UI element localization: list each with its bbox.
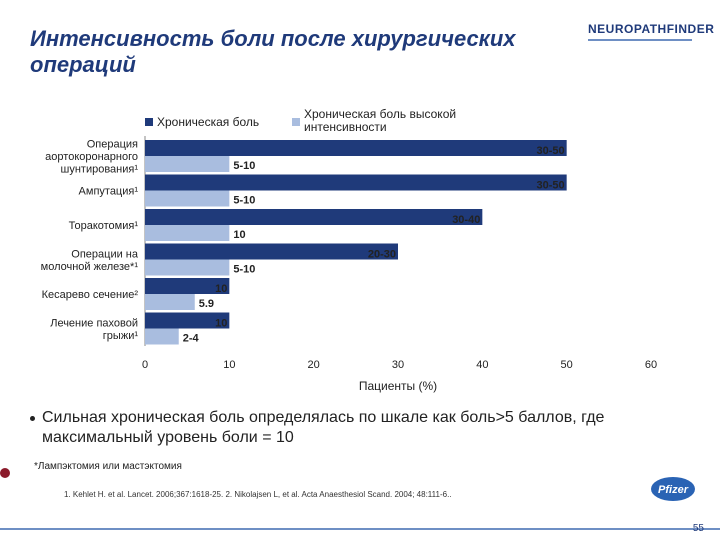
bar-chronic — [145, 174, 567, 191]
category-label: Операции на молочной железе*¹ — [41, 248, 139, 273]
category-label-line: Операции на — [71, 248, 139, 260]
legend-high-label: Хроническая боль высокой интенсивности — [304, 107, 457, 134]
category-label-line: грыжи¹ — [103, 330, 139, 342]
category-label-line: молочной железе*¹ — [41, 261, 139, 273]
category-label: Ампутация¹ — [79, 186, 139, 198]
logo-text: NEUROPATHFINDER — [588, 22, 715, 36]
category-label: Торакотомия¹ — [69, 220, 139, 232]
legend-chronic: Хроническая боль — [145, 116, 275, 130]
data-label-high: 5-10 — [233, 160, 255, 172]
category-label-line: Операция — [87, 139, 138, 151]
data-label-chronic: 30-50 — [537, 180, 565, 192]
data-label-chronic: 20-30 — [368, 249, 396, 261]
bar-high-intensity — [145, 259, 230, 276]
category-label-line: Ампутация¹ — [79, 186, 139, 198]
bar-high-intensity — [145, 190, 230, 207]
x-tick-label: 0 — [142, 359, 148, 371]
x-tick-label: 40 — [476, 359, 488, 371]
bar-chronic — [145, 243, 398, 260]
category-label: Операция аортокоронарного шунтирования¹ — [45, 139, 138, 176]
legend-high-swatch — [292, 118, 300, 126]
legend-high: Хроническая боль высокой интенсивности — [292, 108, 482, 136]
category-label-line: шунтирования¹ — [61, 164, 139, 176]
neuropathfinder-logo: NEUROPATHFINDER — [588, 20, 714, 42]
data-label-chronic: 30-50 — [537, 145, 565, 157]
x-tick-label: 50 — [561, 359, 573, 371]
decorative-dot — [0, 468, 10, 478]
data-label-high: 2-4 — [183, 333, 200, 345]
bullet-dot — [30, 416, 35, 421]
bar-chronic — [145, 312, 230, 329]
pfizer-logo-shape: Pfizer — [651, 477, 695, 501]
category-label-line: Кесарево сечение² — [42, 289, 139, 301]
bar-chart: Операция аортокоронарного шунтирования¹ 30-… — [41, 136, 657, 393]
data-label-chronic: 30-40 — [452, 214, 480, 226]
bar-chronic — [145, 140, 567, 156]
x-tick-label: 10 — [223, 359, 235, 371]
x-tick-label: 30 — [392, 359, 404, 371]
slide-title: Интенсивность боли после хирургических о… — [30, 26, 516, 77]
data-label-high: 5-10 — [233, 264, 255, 276]
bar-high-intensity — [145, 294, 195, 310]
category-label: Кесарево сечение² — [42, 289, 139, 301]
page-number: 55 — [692, 523, 704, 534]
footnote: *Лампэктомия или мастэктомия — [34, 461, 182, 472]
x-axis-title: Пациенты (%) — [359, 379, 437, 393]
bar-chronic — [145, 278, 230, 294]
references: 1. Kehlet H. et al. Lancet. 2006;367:161… — [64, 490, 452, 499]
data-label-chronic: 10 — [215, 283, 227, 295]
data-label-chronic: 10 — [215, 318, 227, 330]
bullet-text: Сильная хроническая боль определялась по… — [42, 409, 605, 446]
legend-chronic-label: Хроническая боль — [157, 115, 260, 129]
legend-chronic-swatch — [145, 118, 153, 126]
bar-high-intensity — [145, 156, 230, 172]
category-label-line: Торакотомия¹ — [69, 220, 139, 232]
bar-chronic — [145, 209, 483, 225]
category-label: Лечение паховой грыжи¹ — [50, 317, 138, 342]
x-tick-label: 20 — [308, 359, 320, 371]
data-label-high: 10 — [233, 229, 245, 241]
bar-high-intensity — [145, 328, 179, 345]
data-label-high: 5.9 — [199, 298, 214, 310]
category-label-line: аортокоронарного — [45, 151, 138, 163]
data-label-high: 5-10 — [233, 195, 255, 207]
logo-underline — [588, 39, 692, 41]
category-label-line: Лечение паховой — [50, 317, 138, 329]
bar-high-intensity — [145, 225, 230, 241]
pfizer-logo-text: Pfizer — [658, 484, 689, 496]
pfizer-logo: Pfizer — [650, 476, 696, 502]
bottom-rule — [0, 528, 720, 530]
x-tick-label: 60 — [645, 359, 657, 371]
